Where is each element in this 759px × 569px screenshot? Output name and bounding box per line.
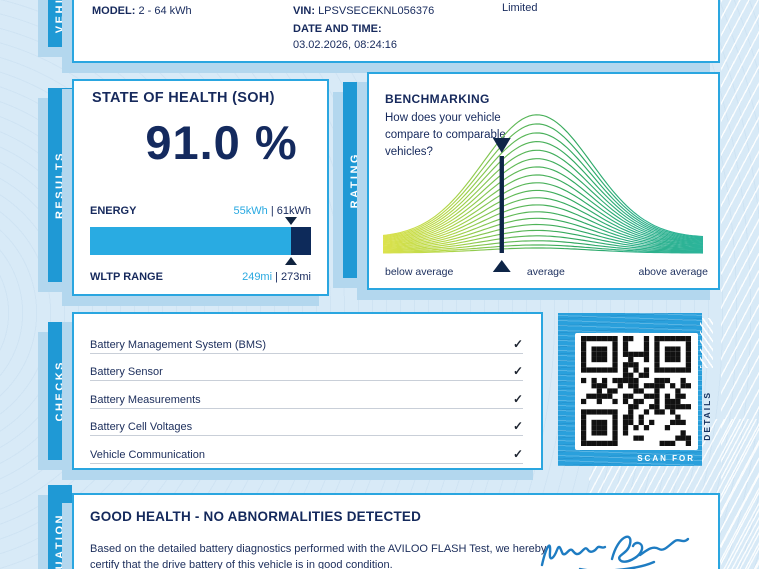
check-row: Battery Sensor ✓ <box>90 354 523 381</box>
qr-code <box>581 336 691 446</box>
evaluation-headline: GOOD HEALTH - NO ABNORMALITIES DETECTED <box>90 509 422 524</box>
check-row: Battery Cell Voltages ✓ <box>90 409 523 436</box>
rating-panel: BENCHMARKING How does your vehicle compa… <box>367 72 720 290</box>
signature <box>540 535 690 569</box>
benchmark-distribution-chart <box>383 114 704 272</box>
section-tab-checks: CHECKS <box>48 322 72 460</box>
check-row: Battery Management System (BMS) ✓ <box>90 326 523 354</box>
check-label: Battery Management System (BMS) <box>90 338 267 351</box>
wltp-label: WLTP RANGE <box>90 271 163 283</box>
checkmark-icon: ✓ <box>512 391 523 406</box>
wltp-row: WLTP RANGE 249mi | 273mi <box>90 271 311 283</box>
vehicle-panel: MODEL: 2 - 64 kWh VIN: LPSVSECEKNL056376… <box>72 0 720 63</box>
trim-value: Limited <box>502 2 538 14</box>
soh-value: 91.0 % <box>145 116 298 169</box>
tab-label-results: RESULTS <box>54 150 66 220</box>
axis-label-average: average <box>526 266 565 278</box>
model-label: MODEL: <box>92 5 136 17</box>
tab-label-rating: RATING <box>349 151 361 209</box>
energy-current: 55kWh <box>233 205 268 217</box>
check-label: Vehicle Communication <box>90 448 205 461</box>
datetime-value: 03.02.2026, 08:24:16 <box>293 39 397 51</box>
checkmark-icon: ✓ <box>512 419 523 433</box>
model-field: MODEL: 2 - 64 kWh <box>92 5 192 17</box>
trim-field: Limited <box>502 2 537 14</box>
qr-code-frame <box>575 333 698 450</box>
benchmarking-question: How does your vehicle compare to compara… <box>385 112 506 158</box>
model-value: 2 - 64 kWh <box>138 5 192 17</box>
check-label: Battery Measurements <box>90 393 201 406</box>
details-hatch-top <box>700 318 713 368</box>
section-tab-evaluation: EVALUATION <box>48 485 72 569</box>
vin-value: LPSVSECEKNL056376 <box>318 5 435 17</box>
details-label-vertical: DETAILS <box>702 391 712 441</box>
soh-marker-up-icon <box>285 257 298 265</box>
results-panel: STATE OF HEALTH (SOH) 91.0 % ENERGY 55kW… <box>72 79 329 296</box>
check-list: Battery Management System (BMS) ✓ Batter… <box>90 326 523 464</box>
scan-for-label: SCAN FOR <box>637 454 695 463</box>
wltp-current: 249mi <box>242 271 273 283</box>
check-label: Battery Sensor <box>90 366 163 378</box>
separator: | <box>275 271 282 283</box>
energy-row: ENERGY 55kWh | 61kWh <box>90 205 311 217</box>
checks-panel: Battery Management System (BMS) ✓ Batter… <box>72 312 543 470</box>
wltp-total: 273mi <box>281 271 311 283</box>
soh-marker-down-icon <box>285 217 298 225</box>
check-label: Battery Cell Voltages <box>90 421 193 433</box>
checkmark-icon: ✓ <box>512 336 523 351</box>
check-row: Battery Measurements ✓ <box>90 381 523 409</box>
evaluation-panel: GOOD HEALTH - NO ABNORMALITIES DETECTED … <box>72 493 720 569</box>
separator: | <box>270 205 277 217</box>
checkmark-icon: ✓ <box>512 364 523 378</box>
tab-label-evaluation: EVALUATION <box>54 512 66 569</box>
checkmark-icon: ✓ <box>512 446 523 461</box>
section-tab-results: RESULTS <box>48 88 72 282</box>
vin-label: VIN: <box>293 5 315 17</box>
soh-bar <box>90 227 311 255</box>
check-row: Vehicle Communication ✓ <box>90 436 523 464</box>
axis-label-below-average: below average <box>385 266 454 278</box>
evaluation-body: Based on the detailed battery diagnostic… <box>90 543 547 569</box>
soh-bar-fill <box>90 227 292 255</box>
axis-label-above-average: above average <box>638 266 708 278</box>
energy-label: ENERGY <box>90 205 137 217</box>
vin-field: VIN: LPSVSECEKNL056376 <box>293 5 434 17</box>
datetime-label: DATE AND TIME: <box>293 23 382 35</box>
wltp-values: 249mi | 273mi <box>242 271 311 283</box>
section-tab-vehicle: VEHICLE <box>48 0 72 47</box>
benchmarking-title: BENCHMARKING <box>385 92 490 106</box>
qr-block: SCAN FOR <box>558 313 702 466</box>
benchmark-axis-labels: below average average above average <box>385 266 708 278</box>
section-tab-rating: RATING <box>343 82 367 278</box>
tab-label-checks: CHECKS <box>54 360 66 422</box>
tab-label-vehicle: VEHICLE <box>54 0 66 34</box>
soh-title: STATE OF HEALTH (SOH) <box>92 90 275 106</box>
energy-values: 55kWh | 61kWh <box>234 205 311 217</box>
energy-total: 61kWh <box>276 205 311 217</box>
